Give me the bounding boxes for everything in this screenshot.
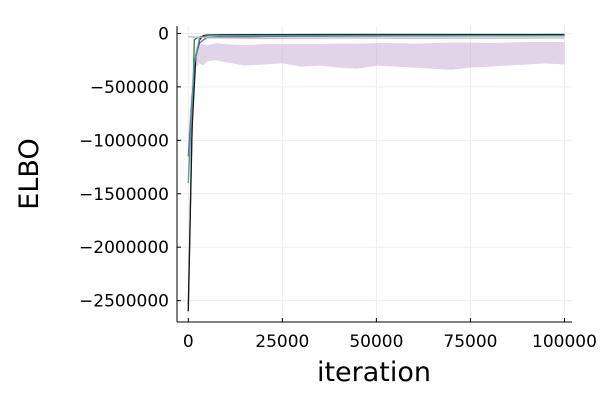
grid-lines bbox=[177, 26, 572, 322]
y-tick-label-4: −2000000 bbox=[79, 238, 169, 258]
axes bbox=[176, 26, 572, 323]
x-tick-label-3: 75000 bbox=[443, 332, 497, 352]
confidence-bands bbox=[188, 42, 565, 178]
y-tick-label-3: −1500000 bbox=[79, 185, 169, 205]
y-tick-label-1: −500000 bbox=[90, 78, 169, 98]
series-2-line bbox=[187, 33, 565, 312]
y-tick-label-5: −2500000 bbox=[79, 292, 169, 312]
x-tick-label-0: 0 bbox=[183, 332, 194, 352]
x-axis-label: iteration bbox=[317, 357, 431, 388]
x-tick-label-1: 25000 bbox=[255, 332, 309, 352]
y-tick-label-0: 0 bbox=[158, 24, 169, 44]
series-3-line bbox=[187, 34, 565, 184]
series-4-line bbox=[188, 36, 565, 39]
x-tick-label-4: 100000 bbox=[532, 332, 597, 352]
series-0-band bbox=[188, 42, 565, 178]
x-tick-label-2: 50000 bbox=[349, 332, 403, 352]
y-axis-label: ELBO bbox=[14, 138, 45, 209]
tick-labels: 0 25000 50000 75000 100000 0 −500000 −1000000 −1… bbox=[79, 24, 597, 352]
y-tick-label-2: −1000000 bbox=[79, 131, 169, 151]
series-lines bbox=[187, 33, 565, 312]
